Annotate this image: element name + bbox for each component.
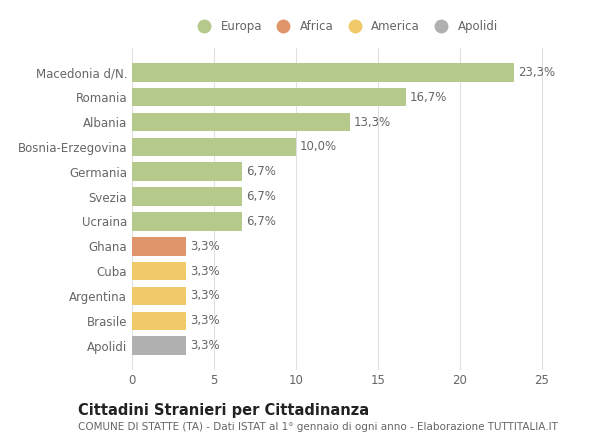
Text: 3,3%: 3,3% [190,314,220,327]
Text: COMUNE DI STATTE (TA) - Dati ISTAT al 1° gennaio di ogni anno - Elaborazione TUT: COMUNE DI STATTE (TA) - Dati ISTAT al 1°… [78,422,558,432]
Bar [132,88,406,106]
Text: 3,3%: 3,3% [190,264,220,278]
Text: 13,3%: 13,3% [354,116,391,128]
Text: 6,7%: 6,7% [246,190,276,203]
Text: 3,3%: 3,3% [190,339,220,352]
Bar [132,336,186,355]
Text: Cittadini Stranieri per Cittadinanza: Cittadini Stranieri per Cittadinanza [78,403,369,418]
Text: 3,3%: 3,3% [190,240,220,253]
Bar [132,262,186,280]
Bar [132,237,186,256]
Text: 10,0%: 10,0% [300,140,337,154]
Bar [132,286,186,305]
Text: 3,3%: 3,3% [190,290,220,302]
Text: 6,7%: 6,7% [246,215,276,228]
Text: 23,3%: 23,3% [518,66,555,79]
Text: 16,7%: 16,7% [410,91,447,104]
Bar [132,212,242,231]
Bar [132,312,186,330]
Bar [132,187,242,206]
Text: 6,7%: 6,7% [246,165,276,178]
Bar [132,138,296,156]
Bar [132,63,514,82]
Bar [132,113,350,132]
Bar [132,162,242,181]
Legend: Europa, Africa, America, Apolidi: Europa, Africa, America, Apolidi [187,16,503,38]
